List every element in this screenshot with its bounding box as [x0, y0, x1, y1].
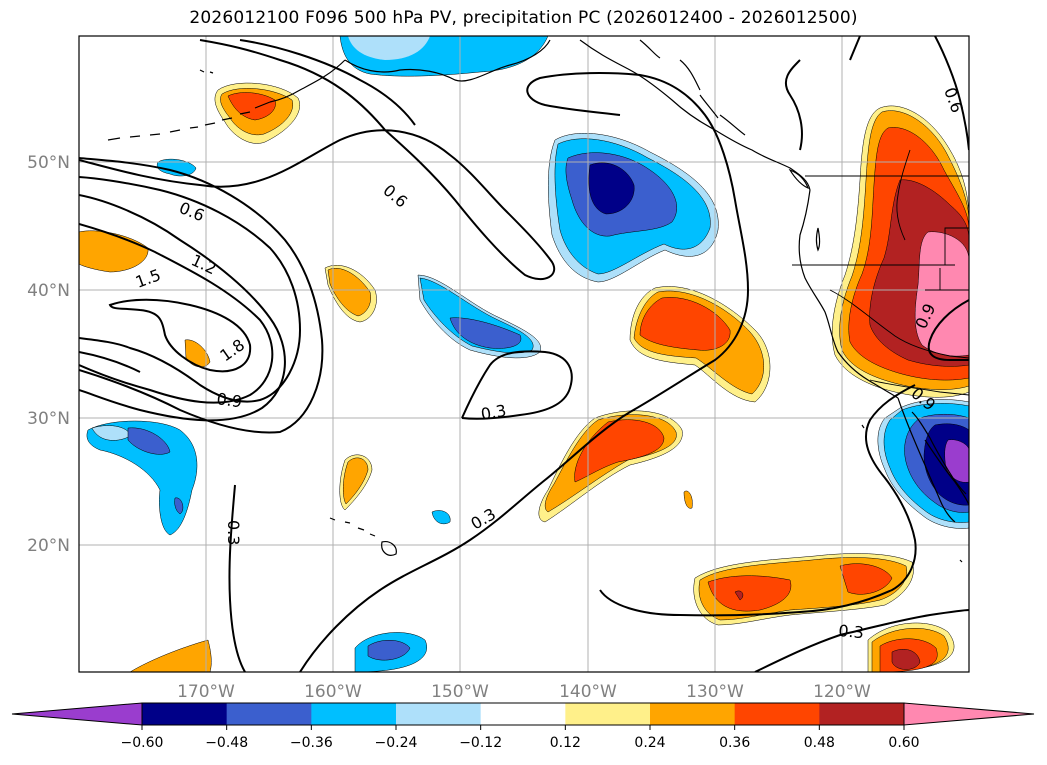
contour-label: 0.3 [224, 520, 243, 545]
lon-label-120w: 120°W [813, 682, 871, 702]
longitude-labels: 170°W 160°W 150°W 140°W 130°W 120°W [177, 682, 871, 702]
pv-contour-0.9 [79, 176, 302, 403]
pv-contour-0.3-west [79, 351, 141, 373]
colorbar-tick-label: 0.24 [634, 735, 665, 751]
contour-label: 0.3 [838, 621, 865, 642]
colorbar-tick-label: −0.48 [205, 735, 248, 751]
colorbar-segment [565, 703, 651, 725]
colorbar-segments [11, 702, 1035, 726]
colorbar-segment [480, 703, 566, 725]
colorbar-tick-label: −0.24 [375, 735, 418, 751]
lat-label-20n: 20°N [27, 536, 70, 556]
map-area: 0.6 0.6 0.6 1.2 1.5 1.8 0.9 0.9 0.9 0.3 … [79, 36, 969, 672]
lon-label-160w: 160°W [304, 682, 362, 702]
precip-shading [79, 36, 969, 672]
pv-contour-0.3-loop [461, 350, 573, 420]
pv-contour-0.9-east [927, 299, 969, 361]
pv-contour-0.9-outer [79, 157, 324, 434]
pv-contour-0.6-east [934, 36, 969, 151]
lon-label-170w: 170°W [177, 682, 235, 702]
pv-contour-0.6-se [849, 36, 861, 61]
pv-contours [79, 36, 969, 672]
colorbar-segment [226, 703, 312, 725]
graticule [79, 36, 969, 672]
lat-label-30n: 30°N [27, 409, 70, 429]
colorbar-tick-label: 0.12 [550, 735, 581, 751]
colorbar-segment [311, 703, 397, 725]
colorbar-ticks: −0.60 −0.48 −0.36 −0.24 −0.12 0.12 0.24 0.36 0.4… [121, 725, 920, 751]
political-borders [792, 149, 969, 396]
colorbar-segment [734, 703, 820, 725]
colorbar-extend-low [11, 702, 143, 726]
colorbar-tick-label: −0.12 [459, 735, 502, 751]
lat-label-40n: 40°N [27, 281, 70, 301]
colorbar-tick-label: −0.36 [290, 735, 333, 751]
pv-contour-0.3 [228, 484, 246, 672]
pv-contour-0.6-west [79, 39, 555, 281]
pv-contour-0.3-ne [784, 59, 803, 151]
pv-contour-0.6-mid [239, 39, 416, 126]
colorbar-segment [650, 703, 736, 725]
colorbar-tick-label: 0.48 [804, 735, 835, 751]
colorbar-tick-label: 0.60 [888, 735, 919, 751]
map-title: 2026012100 F096 500 hPa PV, precipitatio… [189, 8, 858, 28]
pv-contour-1.2 [79, 223, 274, 404]
colorbar-extend-high [903, 702, 1035, 726]
colorbar-segment [142, 703, 228, 725]
lon-label-150w: 150°W [431, 682, 489, 702]
colorbar-tick-label: −0.60 [121, 735, 164, 751]
colorbar-segment [819, 703, 905, 725]
lon-label-130w: 130°W [686, 682, 744, 702]
pv-contour-1.8 [108, 298, 252, 373]
pv-contour-0.3-south [299, 72, 750, 672]
contour-label: 0.9 [215, 389, 243, 411]
pv-contour-0.3-se [599, 384, 917, 617]
contour-label: 0.3 [479, 401, 507, 424]
colorbar-tick-label: 0.36 [719, 735, 750, 751]
pv-contour-0.3-s2 [754, 609, 969, 672]
lon-label-140w: 140°W [559, 682, 617, 702]
pv-contour-1.5 [79, 194, 286, 422]
lat-label-50n: 50°N [27, 153, 70, 173]
colorbar: −0.60 −0.48 −0.36 −0.24 −0.12 0.12 0.24 0.36 0.4… [11, 702, 1035, 751]
latitude-labels: 50°N 40°N 30°N 20°N [27, 153, 70, 556]
colorbar-segment [396, 703, 482, 725]
map-frame [78, 35, 970, 673]
